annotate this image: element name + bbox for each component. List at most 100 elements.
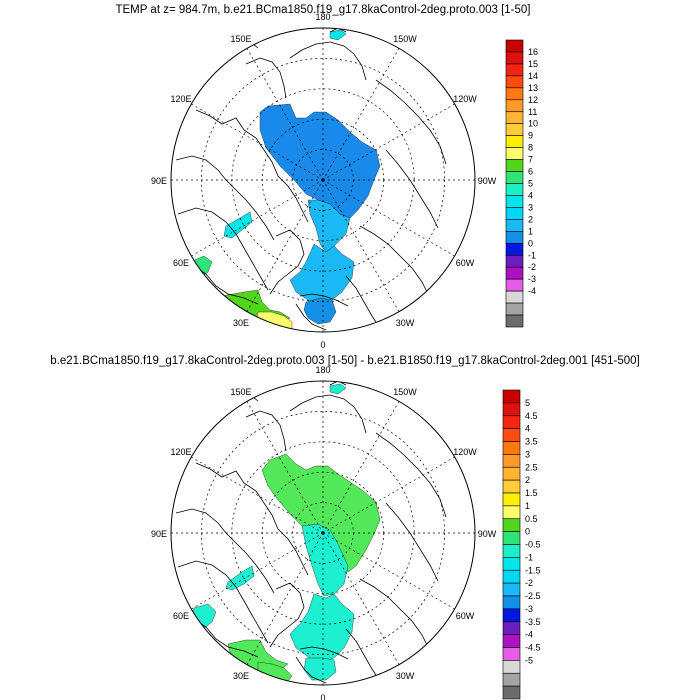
colorbar-swatch-top-1 bbox=[505, 51, 524, 65]
region-barents-patch bbox=[303, 657, 337, 681]
colorbar-label-bottom-16: -3 bbox=[525, 604, 533, 614]
colorbar-label-top-13: 3 bbox=[528, 202, 533, 212]
map-boundary-top bbox=[170, 27, 476, 333]
region-baffin-patch bbox=[223, 211, 253, 239]
region-fram-strait bbox=[307, 199, 351, 253]
lon-label-bottom-1: 150E bbox=[230, 387, 251, 397]
region-north-atlantic-yellow bbox=[255, 311, 293, 332]
colorbar-label-top-1: 15 bbox=[528, 59, 538, 69]
colorbar-label-bottom-1: 4.5 bbox=[525, 411, 538, 421]
colorbar-label-bottom-2: 4 bbox=[525, 424, 530, 434]
colorbar-label-top-10: 6 bbox=[528, 167, 533, 177]
colorbar-swatch-top-14 bbox=[505, 207, 524, 220]
lon-label-top-7: 30W bbox=[396, 318, 415, 328]
meridian-bottom-1 bbox=[246, 401, 324, 534]
colorbar-label-top-19: -3 bbox=[528, 274, 536, 284]
region-labrador-patch bbox=[185, 255, 213, 283]
colorbar-swatch-top-2 bbox=[505, 63, 524, 77]
colorbar-swatch-bottom-22 bbox=[502, 672, 521, 687]
colorbar-label-bottom-17: -3.5 bbox=[525, 617, 541, 627]
region-norwegian-sea bbox=[289, 243, 355, 305]
colorbar-swatch-top-3 bbox=[505, 75, 524, 89]
colorbar-swatch-bottom-12 bbox=[502, 544, 521, 558]
meridian-top-7 bbox=[322, 179, 400, 312]
colorbar-swatch-top-18 bbox=[505, 254, 524, 268]
data-regions-bottom bbox=[189, 383, 381, 685]
lon-label-top-6: 0 bbox=[320, 340, 325, 350]
colorbar-swatch-bottom-8 bbox=[502, 492, 521, 507]
map-boundary-bottom bbox=[170, 380, 476, 686]
longitude-labels-bottom: 180 150E 120E 90E 60E 30E 0 30W 60W 90W 120W 150W bbox=[151, 365, 497, 700]
colorbar-label-bottom-15: -2.5 bbox=[525, 591, 541, 601]
colorbar-label-bottom-12: -1 bbox=[525, 552, 533, 562]
colorbar-label-bottom-14: -2 bbox=[525, 578, 533, 588]
colorbar-swatch-top-12 bbox=[505, 183, 524, 196]
colorbar-swatch-bottom-3 bbox=[502, 428, 521, 442]
colorbar-swatch-top-17 bbox=[505, 242, 524, 256]
meridian-top-4 bbox=[191, 179, 324, 257]
colorbar-label-bottom-0: 5 bbox=[525, 398, 530, 408]
lon-label-top-2: 120E bbox=[170, 94, 191, 104]
colorbar-label-bottom-20: -5 bbox=[525, 655, 533, 665]
panel-bottom-title: b.e21.BCma1850.f19_g17.8kaControl-2deg.p… bbox=[50, 355, 640, 367]
region-barents-patch bbox=[303, 297, 337, 325]
colorbar-swatch-top-0 bbox=[505, 39, 524, 53]
colorbar-label-top-14: 2 bbox=[528, 214, 533, 224]
lon-label-top-4: 60E bbox=[173, 258, 189, 268]
lon-label-top-8: 60W bbox=[456, 258, 475, 268]
region-central-arctic bbox=[261, 453, 381, 573]
meridian-bottom-5 bbox=[246, 532, 324, 665]
colorbar-swatch-top-23 bbox=[505, 314, 524, 328]
lon-label-bottom-4: 60E bbox=[173, 611, 189, 621]
colorbar-swatch-top-19 bbox=[505, 266, 524, 280]
lon-label-bottom-6: 0 bbox=[320, 693, 325, 700]
colorbar-swatch-top-7 bbox=[505, 123, 524, 136]
colorbar-label-top-17: -1 bbox=[528, 250, 536, 260]
colorbar-label-top-7: 9 bbox=[528, 131, 533, 141]
colorbar-swatch-top-13 bbox=[505, 195, 524, 208]
region-bering-patch bbox=[329, 29, 347, 41]
colorbar-label-top-2: 14 bbox=[528, 71, 538, 81]
colorbar-label-top-16: 0 bbox=[528, 238, 533, 248]
panel-top: TEMP at z= 984.7m, b.e21.BCma1850.f19_g1… bbox=[115, 4, 538, 350]
colorbar-swatch-bottom-4 bbox=[502, 441, 521, 455]
lon-label-top-10: 120W bbox=[453, 94, 477, 104]
meridian-top-1 bbox=[246, 48, 324, 181]
meridian-top-2 bbox=[191, 103, 324, 181]
lon-label-top-9: 90W bbox=[478, 176, 497, 186]
colorbar-swatch-bottom-0 bbox=[502, 389, 521, 404]
colorbar-swatch-top-16 bbox=[505, 231, 524, 244]
colorbar-label-top-9: 7 bbox=[528, 155, 533, 165]
lon-label-bottom-5: 30E bbox=[233, 671, 249, 681]
lon-label-bottom-8: 60W bbox=[456, 611, 475, 621]
colorbar-swatch-bottom-2 bbox=[502, 415, 521, 429]
lon-label-bottom-10: 120W bbox=[453, 447, 477, 457]
colorbar-swatch-top-6 bbox=[505, 111, 524, 125]
colorbar-label-top-3: 13 bbox=[528, 83, 538, 93]
colorbar-label-top-18: -2 bbox=[528, 262, 536, 272]
colorbar-swatch-bottom-13 bbox=[502, 557, 521, 571]
colorbar-swatch-top-10 bbox=[505, 159, 524, 172]
region-baffin-patch bbox=[225, 565, 255, 591]
meridian-bottom-10 bbox=[322, 456, 455, 534]
colorbar-label-bottom-19: -4.5 bbox=[525, 643, 541, 653]
meridian-bottom-11 bbox=[322, 401, 400, 534]
lon-label-bottom-3: 90E bbox=[151, 529, 167, 539]
colorbar-swatch-bottom-15 bbox=[502, 582, 521, 597]
colorbar-label-top-4: 12 bbox=[528, 95, 538, 105]
colorbar-swatch-bottom-1 bbox=[502, 402, 521, 417]
colorbar-label-bottom-5: 2.5 bbox=[525, 462, 538, 472]
colorbar-label-top-6: 10 bbox=[528, 119, 538, 129]
colorbar-label-top-5: 11 bbox=[528, 107, 537, 117]
meridian-top-11 bbox=[322, 48, 400, 181]
lon-label-top-0: 180 bbox=[315, 12, 330, 22]
colorbar-label-bottom-7: 1.5 bbox=[525, 488, 538, 498]
region-fram-strait bbox=[301, 523, 349, 597]
colorbar-swatch-bottom-11 bbox=[502, 531, 521, 545]
colorbar-label-bottom-8: 1 bbox=[525, 501, 530, 511]
meridian-bottom-7 bbox=[322, 532, 400, 665]
meridian-top-8 bbox=[322, 179, 455, 257]
longitude-labels-top: 180 150E 120E 90E 60E 30E 0 30W 60W 90W 120W 150W bbox=[151, 12, 497, 350]
